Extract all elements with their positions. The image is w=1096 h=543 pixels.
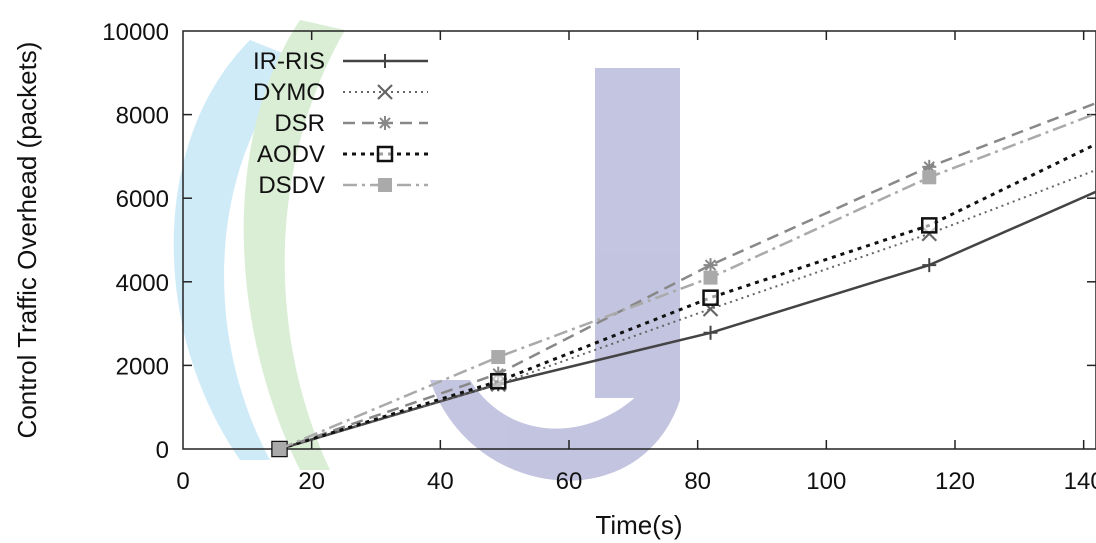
y-axis: 0 2000 4000 6000 8000 10000 [102,19,1096,464]
plot-area [182,30,1096,450]
series-line [279,190,1096,451]
series-line [279,101,1096,451]
x-axis-title: Time(s) [595,510,682,540]
legend-marker [378,116,392,130]
background-watermark [173,20,680,481]
x-tick-label: 20 [298,468,325,495]
series-layer [271,101,1096,458]
x-tick-label: 100 [806,468,846,495]
x-tick-label: 120 [935,468,975,495]
legend-label: DSDV [258,172,325,199]
data-point [703,325,718,340]
y-axis-title: Control Traffic Overhead (packets) [12,42,42,439]
y-tick-label: 2000 [116,353,169,380]
legend-label: IR-RIS [253,48,325,75]
y-tick-label: 10000 [102,19,169,46]
legend-label: DYMO [253,79,325,106]
x-tick-label: 140 [1064,468,1096,495]
series-line [279,142,1096,451]
legend-label: DSR [274,110,325,137]
data-point [922,170,937,185]
x-tick-label: 60 [556,468,583,495]
x-axis: 0 20 40 60 80 100 120 140 [176,31,1096,495]
data-point [489,373,507,390]
data-point [922,159,937,174]
data-point [922,258,937,273]
series-line [279,168,1096,450]
data-point [703,258,718,273]
x-tick-label: 0 [176,468,189,495]
series-dsr [272,101,1096,456]
data-point [491,350,506,365]
y-tick-label: 0 [156,437,169,464]
data-point [703,270,718,285]
y-tick-label: 6000 [116,186,169,213]
legend: IR-RIS DYMO DSR AODV DSDV [253,48,428,199]
x-tick-label: 80 [684,468,711,495]
legend-label: AODV [257,141,325,168]
series-line [279,112,1096,451]
legend-marker [376,145,394,163]
data-point [272,442,287,456]
y-tick-label: 4000 [116,270,169,297]
x-tick-label: 40 [427,468,454,495]
y-tick-label: 8000 [116,103,169,130]
legend-marker [378,54,392,68]
data-point [702,289,719,306]
data-point [921,217,938,234]
legend-marker [378,178,392,192]
legend-marker [377,84,393,100]
series-ir-ris [272,190,1096,456]
series-aodv [271,142,1096,458]
series-dsdv [272,112,1096,456]
